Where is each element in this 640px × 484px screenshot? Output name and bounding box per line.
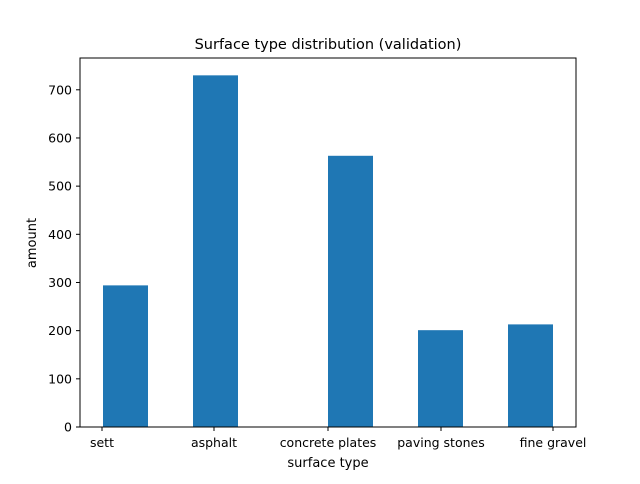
y-tick-label: 600 <box>48 130 72 145</box>
chart-title: Surface type distribution (validation) <box>195 37 462 53</box>
y-tick-label: 400 <box>48 227 72 242</box>
y-tick-label: 500 <box>48 179 72 194</box>
bar-sett <box>103 285 148 427</box>
x-tick-label: sett <box>90 435 114 450</box>
y-tick-label: 300 <box>48 275 72 290</box>
bars-layer <box>103 75 553 428</box>
x-axis-label: surface type <box>287 456 368 471</box>
bar-fine-gravel <box>508 324 553 427</box>
y-tick-label: 100 <box>48 371 72 386</box>
x-tick-label: paving stones <box>397 435 484 450</box>
y-tick-label: 0 <box>64 420 72 435</box>
y-tick-label: 200 <box>48 323 72 338</box>
x-tick-label: asphalt <box>191 435 237 450</box>
x-axis-ticks: sett asphalt concrete plates paving stones f… <box>90 427 586 450</box>
y-axis-ticks: 0 100 200 300 400 500 600 700 <box>48 82 80 435</box>
y-axis-label: amount <box>25 218 40 268</box>
y-tick-label: 700 <box>48 82 72 97</box>
bar-concrete-plates <box>328 155 373 428</box>
bar-asphalt <box>193 75 238 427</box>
x-tick-label: concrete plates <box>280 435 377 450</box>
bar-paving-stones <box>418 330 463 427</box>
plot-area-frame <box>79 57 577 428</box>
x-tick-label: fine gravel <box>520 435 587 450</box>
